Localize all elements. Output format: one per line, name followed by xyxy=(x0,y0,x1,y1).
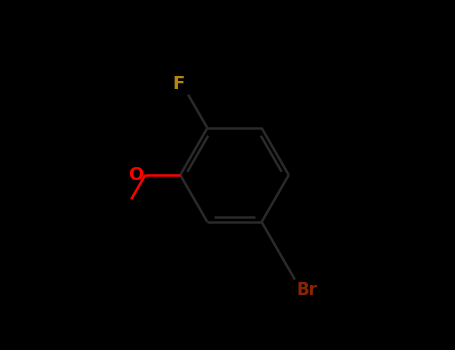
Text: Br: Br xyxy=(297,281,318,299)
Text: F: F xyxy=(172,75,185,93)
Text: O: O xyxy=(128,166,143,184)
